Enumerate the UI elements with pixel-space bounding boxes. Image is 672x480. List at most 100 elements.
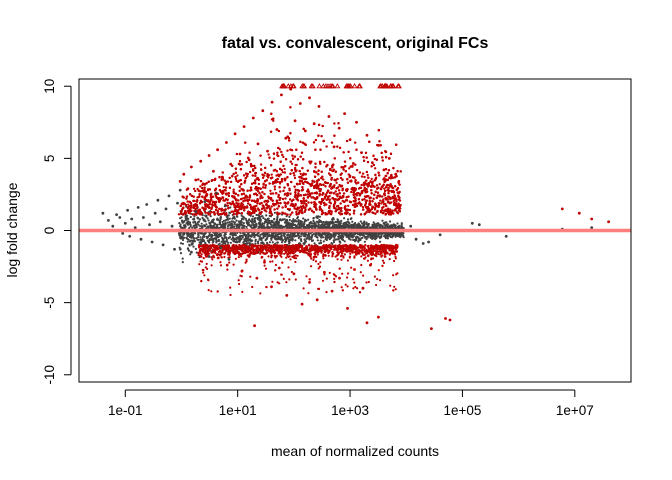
density-point: [190, 243, 193, 246]
density-point: [290, 162, 294, 165]
density-point: [219, 216, 222, 219]
density-point: [273, 188, 277, 191]
density-point: [373, 232, 376, 235]
density-point: [301, 225, 304, 228]
density-point: [234, 234, 237, 237]
density-point: [265, 214, 268, 217]
density-point: [297, 236, 300, 240]
density-point: [287, 221, 290, 224]
density-point: [324, 223, 327, 226]
density-point: [297, 219, 300, 222]
density-point: [267, 153, 270, 156]
density-point: [225, 238, 228, 241]
density-point: [290, 224, 294, 228]
density-point: [324, 232, 327, 235]
density-point: [217, 218, 220, 221]
density-point: [322, 236, 325, 239]
density-point: [396, 222, 399, 225]
density-point: [288, 215, 291, 218]
density-point: [228, 224, 231, 227]
density-point: [362, 223, 365, 226]
density-point: [339, 237, 342, 240]
chart-title: fatal vs. convalescent, original FCs: [222, 35, 489, 52]
density-point: [300, 232, 303, 236]
density-point: [283, 167, 286, 171]
density-point: [204, 214, 207, 217]
density-point: [218, 242, 221, 245]
density-point: [332, 226, 335, 229]
density-point: [226, 221, 229, 224]
density-point: [206, 217, 209, 220]
density-point: [365, 232, 368, 236]
density-point: [247, 234, 250, 237]
density-point: [187, 249, 191, 252]
density-point: [314, 222, 317, 225]
density-point: [179, 248, 182, 251]
density-point: [231, 234, 234, 237]
density-point: [201, 225, 204, 228]
density-point: [205, 223, 208, 226]
density-point: [275, 219, 279, 222]
density-point: [296, 232, 299, 235]
density-point: [331, 218, 334, 221]
density-point: [246, 236, 249, 240]
density-point: [238, 237, 241, 240]
density-point: [292, 218, 295, 221]
density-point: [280, 232, 283, 235]
density-point: [265, 221, 268, 224]
density-point: [308, 233, 311, 236]
density-point: [371, 225, 374, 228]
density-point: [394, 224, 397, 227]
density-point: [267, 219, 270, 222]
density-point: [203, 235, 206, 238]
density-point: [348, 235, 351, 238]
density-point: [309, 232, 312, 235]
density-point: [316, 239, 319, 242]
density-point: [291, 232, 294, 235]
density-point: [341, 225, 345, 228]
density-point: [260, 239, 263, 242]
density-point: [243, 232, 246, 235]
density-point: [297, 220, 300, 224]
density-point: [225, 215, 228, 218]
density-point: [312, 232, 315, 236]
density-point: [319, 239, 322, 242]
density-point: [337, 235, 340, 238]
density-point: [183, 219, 186, 223]
density-point: [270, 173, 273, 176]
density-point: [203, 225, 206, 228]
density-point: [191, 226, 194, 229]
density-point: [228, 236, 232, 239]
density-point: [177, 232, 181, 235]
density-point: [181, 226, 184, 229]
density-point: [246, 242, 249, 245]
density-point: [313, 242, 316, 245]
density-point: [374, 167, 377, 170]
density-point: [400, 223, 403, 226]
density-point: [351, 236, 354, 239]
density-point: [286, 226, 289, 229]
density-point: [238, 225, 241, 228]
density-point: [181, 242, 184, 245]
density-point: [210, 233, 214, 236]
density-point: [188, 243, 191, 246]
density-point: [378, 183, 381, 186]
density-point: [370, 177, 373, 181]
density-point: [338, 225, 341, 228]
density-point: [184, 224, 187, 227]
density-point: [370, 235, 374, 238]
density-point: [321, 233, 324, 236]
density-point: [346, 220, 350, 223]
density-point: [264, 218, 267, 222]
density-point: [184, 218, 188, 221]
density-point: [181, 238, 185, 242]
density-point: [230, 220, 233, 223]
density-point: [332, 240, 336, 244]
density-point: [242, 218, 245, 221]
density-point: [363, 240, 366, 243]
density-point: [376, 222, 380, 225]
density-point: [344, 233, 347, 236]
density-point: [230, 222, 233, 225]
density-point: [365, 238, 368, 241]
density-point: [359, 234, 362, 237]
